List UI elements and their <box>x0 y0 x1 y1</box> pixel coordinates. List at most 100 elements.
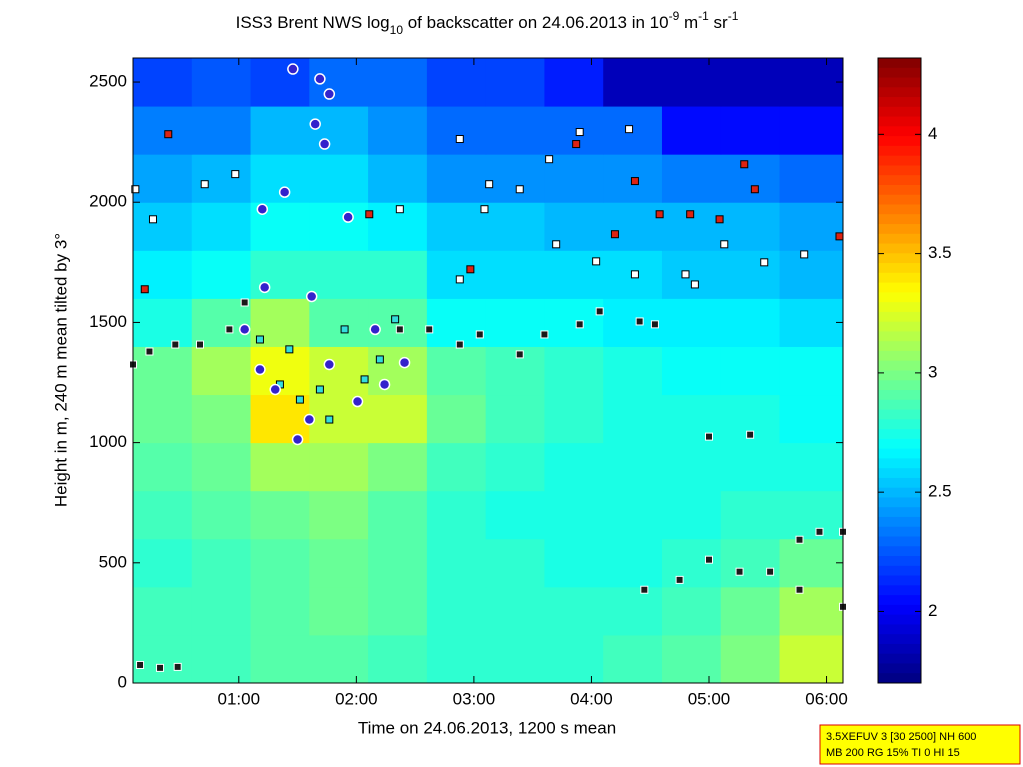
square-marker <box>395 325 404 334</box>
heatmap-cell <box>779 106 844 155</box>
square-marker <box>815 527 824 536</box>
heatmap-cell <box>426 442 487 492</box>
heatmap-cell <box>544 634 604 684</box>
colorbar-segment <box>878 116 921 127</box>
colorbar-segment <box>878 458 921 469</box>
square-marker <box>746 430 755 439</box>
heatmap-cell <box>309 154 369 203</box>
y-tick-label: 1000 <box>89 432 127 451</box>
heatmap-cell <box>368 538 428 588</box>
colorbar-segment <box>878 155 921 166</box>
circle-marker <box>309 118 321 130</box>
circle-marker <box>342 211 354 223</box>
square-marker <box>635 317 644 326</box>
heatmap-cell <box>133 394 193 444</box>
square-marker <box>630 177 639 186</box>
colorbar-segment <box>878 487 921 498</box>
heatmap-cell <box>485 490 545 540</box>
heatmap-cell <box>191 298 252 347</box>
y-tick-label: 0 <box>118 672 127 691</box>
heatmap-cell <box>661 250 722 299</box>
colorbar-tick-label: 2 <box>928 601 937 620</box>
heatmap-cell <box>779 202 844 251</box>
heatmap-cell <box>426 394 487 444</box>
square-marker <box>156 663 165 672</box>
heatmap-cell <box>133 106 193 155</box>
square-marker <box>475 330 484 339</box>
heatmap-cell <box>779 442 844 492</box>
heatmap-cell <box>250 58 310 107</box>
colorbar-segment <box>878 184 921 196</box>
colorbar-segment <box>878 97 921 108</box>
square-marker <box>575 320 584 329</box>
heatmap-cell <box>779 586 844 636</box>
square-marker <box>595 307 604 316</box>
heatmap-cell <box>603 490 663 540</box>
title-part: m <box>679 13 698 32</box>
x-tick-label: 06:00 <box>805 689 848 708</box>
heatmap-cell <box>661 106 722 155</box>
square-marker <box>795 535 804 544</box>
colorbar-segment <box>878 331 921 342</box>
heatmap-cell <box>426 250 487 299</box>
heatmap-cell <box>720 154 781 203</box>
heatmap-cell <box>191 346 252 396</box>
heatmap-cell <box>603 394 663 444</box>
square-marker <box>740 160 749 169</box>
y-tick-label: 2500 <box>89 72 127 91</box>
square-marker <box>515 350 524 359</box>
colorbar-segment <box>878 204 921 215</box>
info-line: MB 200 RG 15% TI 0 HI 15 <box>826 747 960 759</box>
title-part: sr <box>709 13 728 32</box>
heatmap-cell <box>309 250 369 299</box>
colorbar-segment <box>878 663 921 674</box>
heatmap-cell <box>191 490 252 540</box>
heatmap-cell <box>603 346 663 396</box>
heatmap-cell <box>191 538 252 588</box>
square-marker <box>315 385 324 394</box>
heatmap-cell <box>368 106 428 155</box>
colorbar-segment <box>878 556 921 567</box>
colorbar-segment <box>878 438 921 450</box>
heatmap-cell <box>544 442 604 492</box>
heatmap-cell <box>426 154 487 203</box>
square-marker <box>375 355 384 364</box>
square-marker <box>704 432 713 441</box>
heatmap-cell <box>426 298 487 347</box>
square-marker <box>360 375 369 384</box>
colorbar-segment <box>878 341 921 352</box>
heatmap-cell <box>368 346 428 396</box>
heatmap-cell <box>544 394 604 444</box>
colorbar-segment <box>878 214 921 225</box>
square-marker <box>480 205 489 214</box>
y-tick-label: 500 <box>99 552 127 571</box>
heatmap-cell <box>544 490 604 540</box>
heatmap-cell <box>779 394 844 444</box>
heatmap-cell <box>544 154 604 203</box>
heatmap-cell <box>426 202 487 251</box>
circle-marker <box>323 88 336 100</box>
colorbar-segment <box>878 409 921 420</box>
heatmap-cell <box>250 442 310 492</box>
square-marker <box>231 170 240 179</box>
square-marker <box>200 180 209 189</box>
square-marker <box>225 325 234 334</box>
heatmap-cell <box>603 586 663 636</box>
heatmap-cell <box>661 634 722 684</box>
square-marker <box>750 185 759 194</box>
heatmap-cell <box>191 586 252 636</box>
heatmap-cell <box>661 442 722 492</box>
colorbar-segment <box>878 350 921 362</box>
square-marker <box>148 215 157 224</box>
heatmap-cell <box>603 58 663 107</box>
colorbar-segment <box>878 233 921 245</box>
colorbar-segment <box>878 419 921 430</box>
square-marker <box>795 585 804 594</box>
square-marker <box>425 325 434 334</box>
colorbar-segment <box>878 624 921 635</box>
x-tick-label: 01:00 <box>218 689 261 708</box>
heatmap-cell <box>485 202 545 251</box>
square-marker <box>395 205 404 214</box>
